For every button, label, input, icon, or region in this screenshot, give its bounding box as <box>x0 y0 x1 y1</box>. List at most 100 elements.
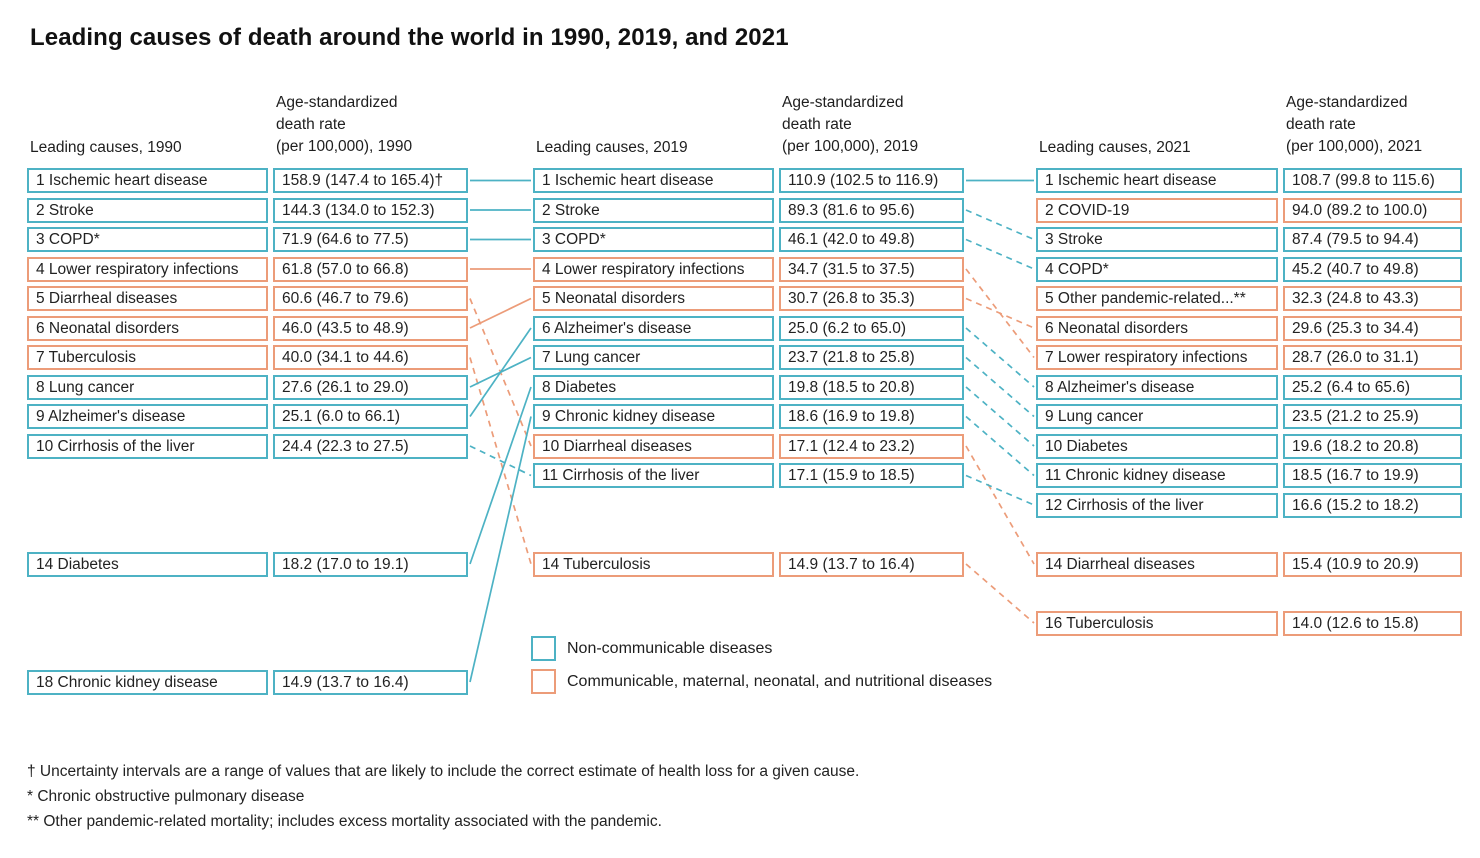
rate-box: 94.0 (89.2 to 100.0) <box>1283 197 1462 223</box>
cause-box: 5 Neonatal disorders <box>533 286 774 311</box>
rate-header-1990: Age-standardized death rate (per 100,000… <box>276 94 413 155</box>
cause-box: 2 Stroke <box>533 197 774 223</box>
rank-link <box>965 327 1035 388</box>
rank-link <box>965 356 1035 418</box>
rate-header-2021: Age-standardized death rate (per 100,000… <box>1286 94 1423 155</box>
footnote: † Uncertainty intervals are a range of v… <box>27 763 860 780</box>
rate-box: 18.5 (16.7 to 19.9) <box>1283 463 1462 488</box>
cause-box: 12 Cirrhosis of the liver <box>1036 492 1278 518</box>
rank-link <box>965 474 1035 506</box>
rate-box: 30.7 (26.8 to 35.3) <box>779 286 964 311</box>
rank-link <box>469 298 532 447</box>
cause-box: 10 Cirrhosis of the liver <box>27 433 268 459</box>
causes-header-2019: Leading causes, 2019 <box>536 139 688 156</box>
legend-swatch-ncd <box>531 636 556 661</box>
cause-box: 18 Chronic kidney disease <box>27 669 268 695</box>
rank-link <box>469 357 532 565</box>
rate-box: 89.3 (81.6 to 95.6) <box>779 197 964 223</box>
rate-box: 18.6 (16.9 to 19.8) <box>779 404 964 429</box>
rate-box: 108.7 (99.8 to 115.6) <box>1283 168 1462 193</box>
cause-box: 7 Lung cancer <box>533 345 774 370</box>
rate-box: 144.3 (134.0 to 152.3) <box>273 197 468 223</box>
cause-box: 14 Diabetes <box>27 551 268 577</box>
rate-box: 16.6 (15.2 to 18.2) <box>1283 492 1462 518</box>
rate-box: 25.1 (6.0 to 66.1) <box>273 404 468 429</box>
causes-header-2021: Leading causes, 2021 <box>1039 139 1191 156</box>
causes-header-1990: Leading causes, 1990 <box>30 139 182 156</box>
cause-box: 6 Neonatal disorders <box>1036 315 1278 341</box>
cause-box: 3 Stroke <box>1036 227 1278 252</box>
cause-box: 7 Lower respiratory infections <box>1036 345 1278 370</box>
rank-link <box>469 356 532 388</box>
rank-link <box>965 445 1035 565</box>
rank-link <box>469 445 532 477</box>
rate-box: 23.5 (21.2 to 25.9) <box>1283 404 1462 429</box>
rate-box: 34.7 (31.5 to 37.5) <box>779 256 964 282</box>
cause-box: 7 Tuberculosis <box>27 345 268 370</box>
rank-link <box>469 416 532 683</box>
rate-box: 19.6 (18.2 to 20.8) <box>1283 433 1462 459</box>
rate-box: 19.8 (18.5 to 20.8) <box>779 374 964 400</box>
cause-box: 9 Chronic kidney disease <box>533 404 774 429</box>
cause-box: 11 Cirrhosis of the liver <box>533 463 774 488</box>
rate-box: 87.4 (79.5 to 94.4) <box>1283 227 1462 252</box>
footnote: * Chronic obstructive pulmonary disease <box>27 788 305 805</box>
rate-box: 14.0 (12.6 to 15.8) <box>1283 610 1462 636</box>
cause-box: 14 Tuberculosis <box>533 551 774 577</box>
chart-title: Leading causes of death around the world… <box>30 24 789 51</box>
rate-box: 23.7 (21.8 to 25.8) <box>779 345 964 370</box>
rate-box: 29.6 (25.3 to 34.4) <box>1283 315 1462 341</box>
rate-box: 15.4 (10.9 to 20.9) <box>1283 551 1462 577</box>
cause-box: 10 Diarrheal diseases <box>533 433 774 459</box>
legend-swatch-cmnn <box>531 669 556 694</box>
rank-link <box>965 268 1035 359</box>
rank-link <box>965 386 1035 447</box>
cause-box: 6 Neonatal disorders <box>27 315 268 341</box>
rank-link <box>469 386 532 565</box>
cause-box: 10 Diabetes <box>1036 433 1278 459</box>
cause-box: 1 Ischemic heart disease <box>1036 168 1278 193</box>
footnote: ** Other pandemic-related mortality; inc… <box>27 813 662 830</box>
rate-box: 158.9 (147.4 to 165.4)† <box>273 168 468 193</box>
rate-box: 40.0 (34.1 to 44.6) <box>273 345 468 370</box>
rate-box: 14.9 (13.7 to 16.4) <box>779 551 964 577</box>
rate-box: 28.7 (26.0 to 31.1) <box>1283 345 1462 370</box>
rate-box: 17.1 (12.4 to 23.2) <box>779 433 964 459</box>
rate-box: 60.6 (46.7 to 79.6) <box>273 286 468 311</box>
cause-box: 1 Ischemic heart disease <box>27 168 268 193</box>
rank-link <box>469 327 532 417</box>
rate-box: 17.1 (15.9 to 18.5) <box>779 463 964 488</box>
cause-box: 1 Ischemic heart disease <box>533 168 774 193</box>
rate-box: 45.2 (40.7 to 49.8) <box>1283 256 1462 282</box>
rate-box: 61.8 (57.0 to 66.8) <box>273 256 468 282</box>
rank-link <box>965 297 1035 329</box>
rate-box: 71.9 (64.6 to 77.5) <box>273 227 468 252</box>
cause-box: 3 COPD* <box>27 227 268 252</box>
cause-box: 4 COPD* <box>1036 256 1278 282</box>
cause-box: 2 Stroke <box>27 197 268 223</box>
cause-box: 4 Lower respiratory infections <box>27 256 268 282</box>
cause-box: 5 Diarrheal diseases <box>27 286 268 311</box>
cause-box: 5 Other pandemic-related...** <box>1036 286 1278 311</box>
cause-box: 4 Lower respiratory infections <box>533 256 774 282</box>
rate-box: 25.0 (6.2 to 65.0) <box>779 315 964 341</box>
rank-link <box>965 238 1035 270</box>
rate-box: 46.0 (43.5 to 48.9) <box>273 315 468 341</box>
cause-box: 2 COVID-19 <box>1036 197 1278 223</box>
rate-box: 46.1 (42.0 to 49.8) <box>779 227 964 252</box>
rank-link <box>469 297 532 329</box>
rate-box: 27.6 (26.1 to 29.0) <box>273 374 468 400</box>
rank-link <box>965 415 1035 477</box>
rate-box: 25.2 (6.4 to 65.6) <box>1283 374 1462 400</box>
rate-header-2019: Age-standardized death rate (per 100,000… <box>782 94 919 155</box>
rate-box: 110.9 (102.5 to 116.9) <box>779 168 964 193</box>
cause-box: 6 Alzheimer's disease <box>533 315 774 341</box>
cause-box: 16 Tuberculosis <box>1036 610 1278 636</box>
cause-box: 3 COPD* <box>533 227 774 252</box>
cause-box: 14 Diarrheal diseases <box>1036 551 1278 577</box>
cause-box: 9 Alzheimer's disease <box>27 404 268 429</box>
cause-box: 8 Lung cancer <box>27 374 268 400</box>
legend-label: Non-communicable diseases <box>567 640 773 657</box>
rate-box: 32.3 (24.8 to 43.3) <box>1283 286 1462 311</box>
